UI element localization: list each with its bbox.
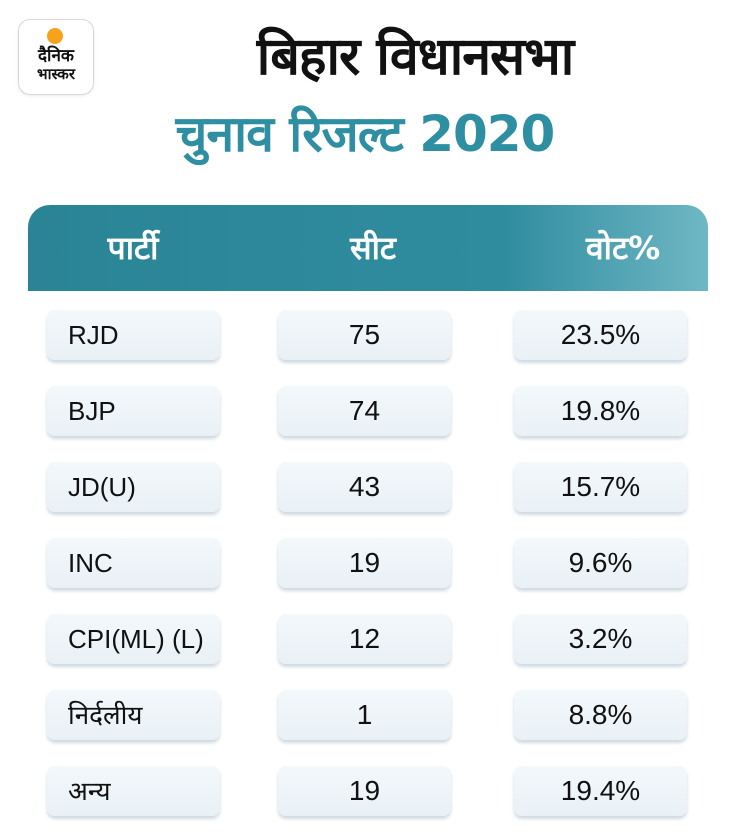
seat-count-cell: 75 bbox=[278, 310, 451, 360]
vote-percent-cell: 3.2% bbox=[514, 614, 687, 664]
table-row: JD(U) 43 15.7% bbox=[0, 462, 730, 514]
vote-percent-cell: 19.8% bbox=[514, 386, 687, 436]
seat-count-cell: 74 bbox=[278, 386, 451, 436]
seat-count-cell: 19 bbox=[278, 766, 451, 816]
logo-text-line1: दैनिक bbox=[38, 46, 74, 66]
party-name: JD(U) bbox=[68, 472, 136, 502]
party-name: निर्दलीय bbox=[68, 700, 143, 730]
party-name: CPI(ML) (L) bbox=[68, 624, 204, 654]
table-row: INC 19 9.6% bbox=[0, 538, 730, 590]
seat-count-cell: 43 bbox=[278, 462, 451, 512]
party-name: BJP bbox=[68, 396, 116, 426]
table-header: पार्टी सीट वोट% bbox=[28, 205, 708, 291]
party-cell: निर्दलीय bbox=[47, 690, 220, 740]
party-cell: अन्य bbox=[47, 766, 220, 816]
column-header-seats: सीट bbox=[349, 229, 397, 267]
column-header-party: पार्टी bbox=[107, 229, 159, 267]
logo-text-line2: भास्कर bbox=[37, 65, 75, 83]
party-cell: JD(U) bbox=[47, 462, 220, 512]
column-header-vote-percent: वोट% bbox=[585, 229, 661, 267]
table-row: BJP 74 19.8% bbox=[0, 386, 730, 438]
seat-count-cell: 12 bbox=[278, 614, 451, 664]
party-cell: BJP bbox=[47, 386, 220, 436]
vote-percent-cell: 19.4% bbox=[514, 766, 687, 816]
seat-count-cell: 19 bbox=[278, 538, 451, 588]
table-row: निर्दलीय 1 8.8% bbox=[0, 690, 730, 742]
page-subtitle: चुनाव रिजल्ट 2020 bbox=[175, 105, 556, 163]
vote-percent-cell: 9.6% bbox=[514, 538, 687, 588]
party-name: INC bbox=[68, 548, 113, 578]
vote-percent-cell: 23.5% bbox=[514, 310, 687, 360]
table-row: CPI(ML) (L) 12 3.2% bbox=[0, 614, 730, 666]
vote-percent-cell: 15.7% bbox=[514, 462, 687, 512]
party-cell: CPI(ML) (L) bbox=[47, 614, 220, 664]
vote-percent-cell: 8.8% bbox=[514, 690, 687, 740]
dainik-bhaskar-logo: दैनिक भास्कर bbox=[18, 19, 94, 95]
party-cell: RJD bbox=[47, 310, 220, 360]
table-row: RJD 75 23.5% bbox=[0, 310, 730, 362]
party-cell: INC bbox=[47, 538, 220, 588]
table-row: अन्य 19 19.4% bbox=[0, 766, 730, 818]
party-name: RJD bbox=[68, 320, 119, 350]
seat-count-cell: 1 bbox=[278, 690, 451, 740]
page-title: बिहार विधानसभा bbox=[256, 27, 574, 87]
party-name: अन्य bbox=[68, 776, 111, 806]
sun-icon bbox=[47, 28, 63, 44]
